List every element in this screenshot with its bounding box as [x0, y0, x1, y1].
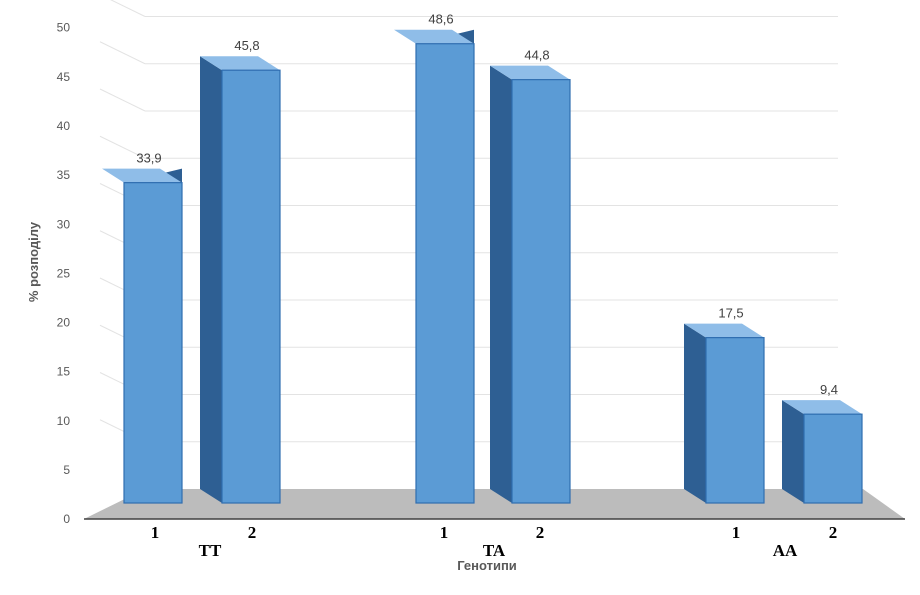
- x-axis-labels: 1 2 TT 1 2 TA 1 2 AA: [151, 523, 838, 560]
- bar-category-label: 1: [440, 523, 449, 542]
- bar-top: [782, 400, 862, 415]
- y-tick-label: 15: [57, 365, 71, 379]
- y-tick-label: 50: [57, 21, 71, 35]
- bar-category-label: 2: [536, 523, 545, 542]
- y-tick-label: 20: [57, 316, 71, 330]
- y-axis-label: % розподілу: [26, 221, 41, 302]
- bar-category-label: 1: [151, 523, 160, 542]
- bar-category-label: 2: [248, 523, 257, 542]
- bar-TA-1: [415, 43, 475, 504]
- bar-top: [394, 29, 474, 44]
- bar-category-label: 1: [732, 523, 741, 542]
- y-tick-label: 0: [63, 512, 70, 526]
- y-tick-label: 5: [63, 463, 70, 477]
- bar-AA-1: [705, 337, 765, 504]
- gridline-diag: [99, 41, 146, 65]
- bar-side: [200, 56, 222, 503]
- gridline-diag: [99, 88, 146, 112]
- bar-top: [200, 56, 280, 71]
- data-label: 17,5: [718, 306, 743, 321]
- y-tick-label: 10: [57, 414, 71, 428]
- y-tick-label: 30: [57, 217, 71, 231]
- y-tick-label: 45: [57, 70, 71, 84]
- genotype-group-label: TA: [483, 541, 506, 560]
- bar-AA-2: [803, 413, 863, 504]
- bar-side: [782, 400, 804, 503]
- gridline-diag: [110, 0, 146, 17]
- y-tick-label: 40: [57, 119, 71, 133]
- bar-side: [490, 65, 512, 503]
- genotype-group-label: AA: [773, 541, 798, 560]
- y-tick-label: 25: [57, 266, 71, 280]
- bar-TT-1: [123, 182, 183, 504]
- bar-category-label: 2: [829, 523, 838, 542]
- bar-TT-2: [221, 69, 281, 504]
- bar-TA-2: [511, 79, 571, 504]
- bar-side: [684, 323, 706, 503]
- bar-top: [102, 168, 182, 183]
- gridline-diag: [99, 135, 146, 159]
- data-label: 48,6: [428, 12, 453, 27]
- x-axis-label: Генотипи: [457, 558, 517, 573]
- bar-top: [490, 65, 570, 80]
- data-label: 44,8: [524, 48, 549, 63]
- y-tick-label: 35: [57, 168, 71, 182]
- data-label: 45,8: [234, 38, 259, 53]
- bars: [102, 29, 863, 504]
- genotype-group-label: TT: [199, 541, 222, 560]
- data-label: 9,4: [820, 382, 838, 397]
- data-labels: 33,9 45,8 48,6 44,8 17,5 9,4: [136, 12, 838, 397]
- data-label: 33,9: [136, 151, 161, 166]
- y-axis-ticks: 0 5 10 15 20 25 30 35 40 45 50: [57, 21, 71, 527]
- bar-top: [684, 323, 764, 338]
